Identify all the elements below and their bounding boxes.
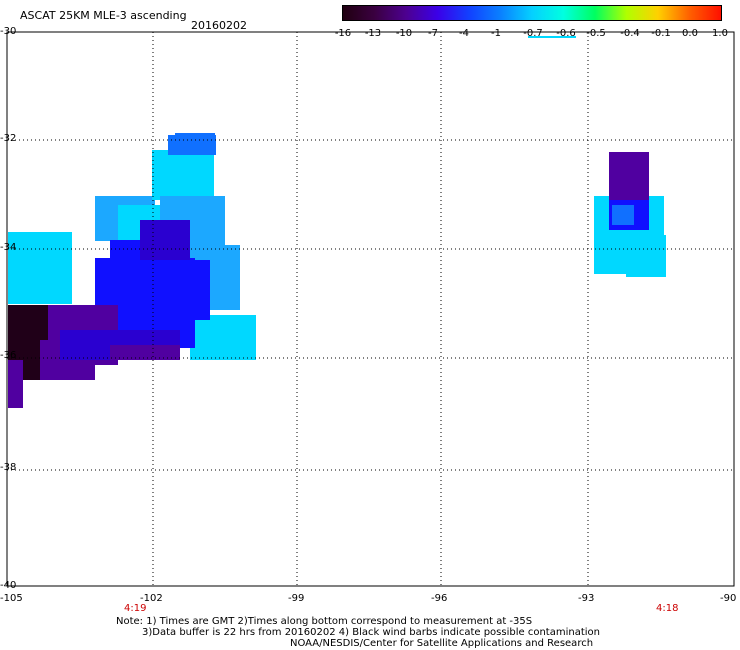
x-tick-label: -90 (720, 593, 737, 604)
y-tick-label: -38 (0, 462, 17, 473)
colorbar-tick-label: 1.0 (712, 28, 728, 39)
swath-cell (205, 318, 255, 360)
swath-cell (110, 345, 180, 360)
note-line: Note: 1) Times are GMT 2)Times along bot… (116, 616, 533, 627)
wind-swaths (8, 133, 666, 408)
time-label: 4:18 (656, 603, 679, 614)
swath-cell (8, 360, 23, 408)
map-date: 20160202 (191, 19, 247, 32)
time-label: 4:19 (124, 603, 147, 614)
x-tick-label: -93 (578, 593, 595, 604)
y-tick-label: -32 (0, 133, 17, 144)
colorbar-tick-label: -0.7 (523, 28, 543, 39)
map-title: ASCAT 25KM MLE-3 ascending (20, 9, 187, 22)
note-credit: NOAA/NESDIS/Center for Satellite Applica… (290, 638, 594, 649)
lat-lon-grid (7, 32, 734, 586)
plot-frame (6, 31, 735, 587)
colorbar-tick-label: -0.6 (556, 28, 576, 39)
colorbar-tick-label: -4 (459, 28, 469, 39)
x-tick-label: -105 (0, 593, 23, 604)
swath-cell (175, 133, 215, 151)
y-tick-label: -40 (0, 580, 17, 591)
colorbar-tick-label: 0.0 (682, 28, 698, 39)
colorbar-tick-label: -0.5 (586, 28, 606, 39)
swath-cell (626, 235, 666, 277)
note-line: 3)Data buffer is 22 hrs from 20160202 4)… (142, 627, 600, 638)
swath-cell (140, 220, 190, 260)
y-tick-label: -34 (0, 242, 17, 253)
colorbar (342, 5, 722, 21)
colorbar-tick-label: -0.4 (620, 28, 640, 39)
swath-cell (152, 150, 214, 200)
swath-cell (612, 205, 634, 225)
y-tick-label: -30 (0, 26, 17, 37)
colorbar-tick-label: -0.1 (651, 28, 671, 39)
x-tick-label: -102 (140, 593, 163, 604)
colorbar-tick-label: -16 (334, 28, 352, 39)
colorbar-tick-label: -13 (364, 28, 382, 39)
colorbar-tick-label: -7 (428, 28, 438, 39)
swath-cell (609, 152, 649, 202)
colorbar-tick-label: -10 (395, 28, 413, 39)
x-tick-label: -99 (288, 593, 305, 604)
swath-cell (30, 232, 72, 262)
y-tick-label: -36 (0, 350, 17, 361)
swath-cell (180, 260, 210, 320)
colorbar-tick-label: -1 (491, 28, 501, 39)
x-tick-label: -96 (431, 593, 448, 604)
